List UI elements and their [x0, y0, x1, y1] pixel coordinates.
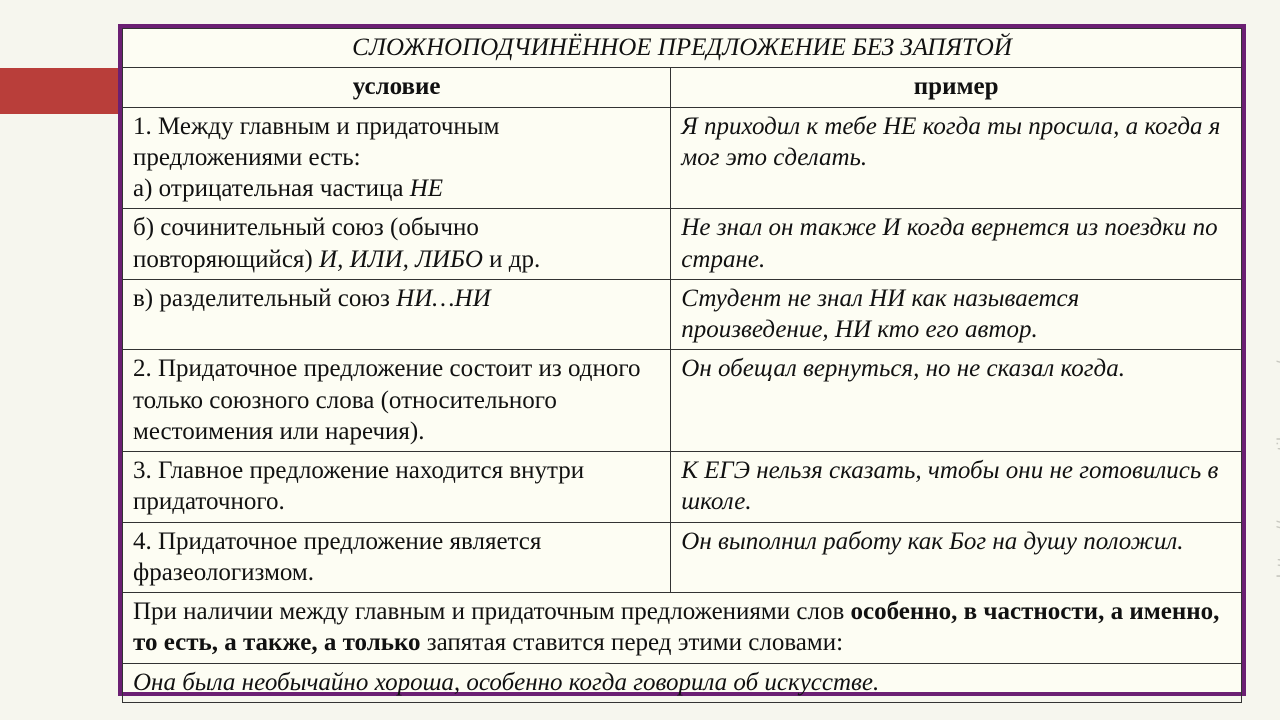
table-row: 2. Придаточное предложение состоит из од… [123, 350, 1242, 452]
example-cell: Я приходил к тебе НЕ когда ты просила, а… [671, 107, 1242, 209]
grammar-table: СЛОЖНОПОДЧИНЁННОЕ ПРЕДЛОЖЕНИЕ БЕЗ ЗАПЯТО… [122, 28, 1242, 703]
table-row: 1. Между главным и придаточным предложен… [123, 107, 1242, 209]
condition-cell: б) сочинительный союз (обычно повторяющи… [123, 209, 671, 280]
decorative-left-bar [0, 68, 118, 114]
example-cell: Он обещал вернуться, но не сказал когда. [671, 350, 1242, 452]
condition-cell: 2. Придаточное предложение состоит из од… [123, 350, 671, 452]
watermark-url: https://grammatika-rus.ru/ [1274, 360, 1280, 578]
header-example: пример [671, 68, 1242, 107]
example-cell: Он выполнил работу как Бог на душу полож… [671, 522, 1242, 593]
note-row-black: При наличии между главным и придаточным … [123, 593, 1242, 664]
example-cell: Студент не знал НИ как называется произв… [671, 279, 1242, 350]
condition-cell: в) разделительный союз НИ…НИ [123, 279, 671, 350]
header-row: условие пример [123, 68, 1242, 107]
header-condition: условие [123, 68, 671, 107]
condition-cell: 1. Между главным и придаточным предложен… [123, 107, 671, 209]
note-example: Она была необычайно хороша, особенно ког… [123, 663, 1242, 702]
table-row: 4. Придаточное предложение является фраз… [123, 522, 1242, 593]
note-text: При наличии между главным и придаточным … [123, 593, 1242, 664]
title-row: СЛОЖНОПОДЧИНЁННОЕ ПРЕДЛОЖЕНИЕ БЕЗ ЗАПЯТО… [123, 29, 1242, 68]
content-frame: СЛОЖНОПОДЧИНЁННОЕ ПРЕДЛОЖЕНИЕ БЕЗ ЗАПЯТО… [118, 24, 1246, 696]
condition-cell: 3. Главное предложение находится внутри … [123, 452, 671, 523]
example-cell: К ЕГЭ нельзя сказать, чтобы они не готов… [671, 452, 1242, 523]
condition-cell: 4. Придаточное предложение является фраз… [123, 522, 671, 593]
note-row-blue: Она была необычайно хороша, особенно ког… [123, 663, 1242, 702]
example-cell: Не знал он также И когда вернется из пое… [671, 209, 1242, 280]
table-row: 3. Главное предложение находится внутри … [123, 452, 1242, 523]
table-row: б) сочинительный союз (обычно повторяющи… [123, 209, 1242, 280]
table-row: в) разделительный союз НИ…НИ Студент не … [123, 279, 1242, 350]
table-title: СЛОЖНОПОДЧИНЁННОЕ ПРЕДЛОЖЕНИЕ БЕЗ ЗАПЯТО… [123, 29, 1242, 68]
